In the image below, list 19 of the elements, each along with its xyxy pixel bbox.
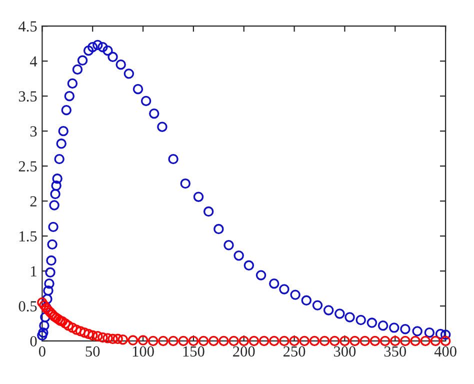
y-tick-label: 1 — [31, 266, 36, 276]
x-tick-label: 400 — [434, 346, 456, 357]
y-tick-label: 1.5 — [20, 231, 37, 242]
y-tick-label: 3 — [30, 126, 37, 137]
y-tick-label: 4.5 — [18, 21, 37, 32]
y-tick-label: 0.5 — [18, 301, 37, 312]
y-tick-label: 0 — [30, 336, 37, 346]
x-tick-label: 100 — [132, 346, 154, 357]
x-tick-label: 150 — [183, 346, 204, 357]
x-tick-label: 50 — [86, 346, 100, 357]
y-tick-label: 3.5 — [18, 91, 37, 102]
x-tick-label: 350 — [384, 346, 406, 357]
x-tick-label: 250 — [284, 346, 306, 357]
x-tick-label: 300 — [334, 346, 356, 357]
x-tick-label: 200 — [233, 346, 255, 357]
y-tick-label: 4 — [30, 56, 38, 66]
x-tick-label: 0 — [38, 346, 46, 357]
y-tick-label: 2.5 — [18, 161, 37, 172]
y-tick-label: 2 — [30, 196, 36, 206]
